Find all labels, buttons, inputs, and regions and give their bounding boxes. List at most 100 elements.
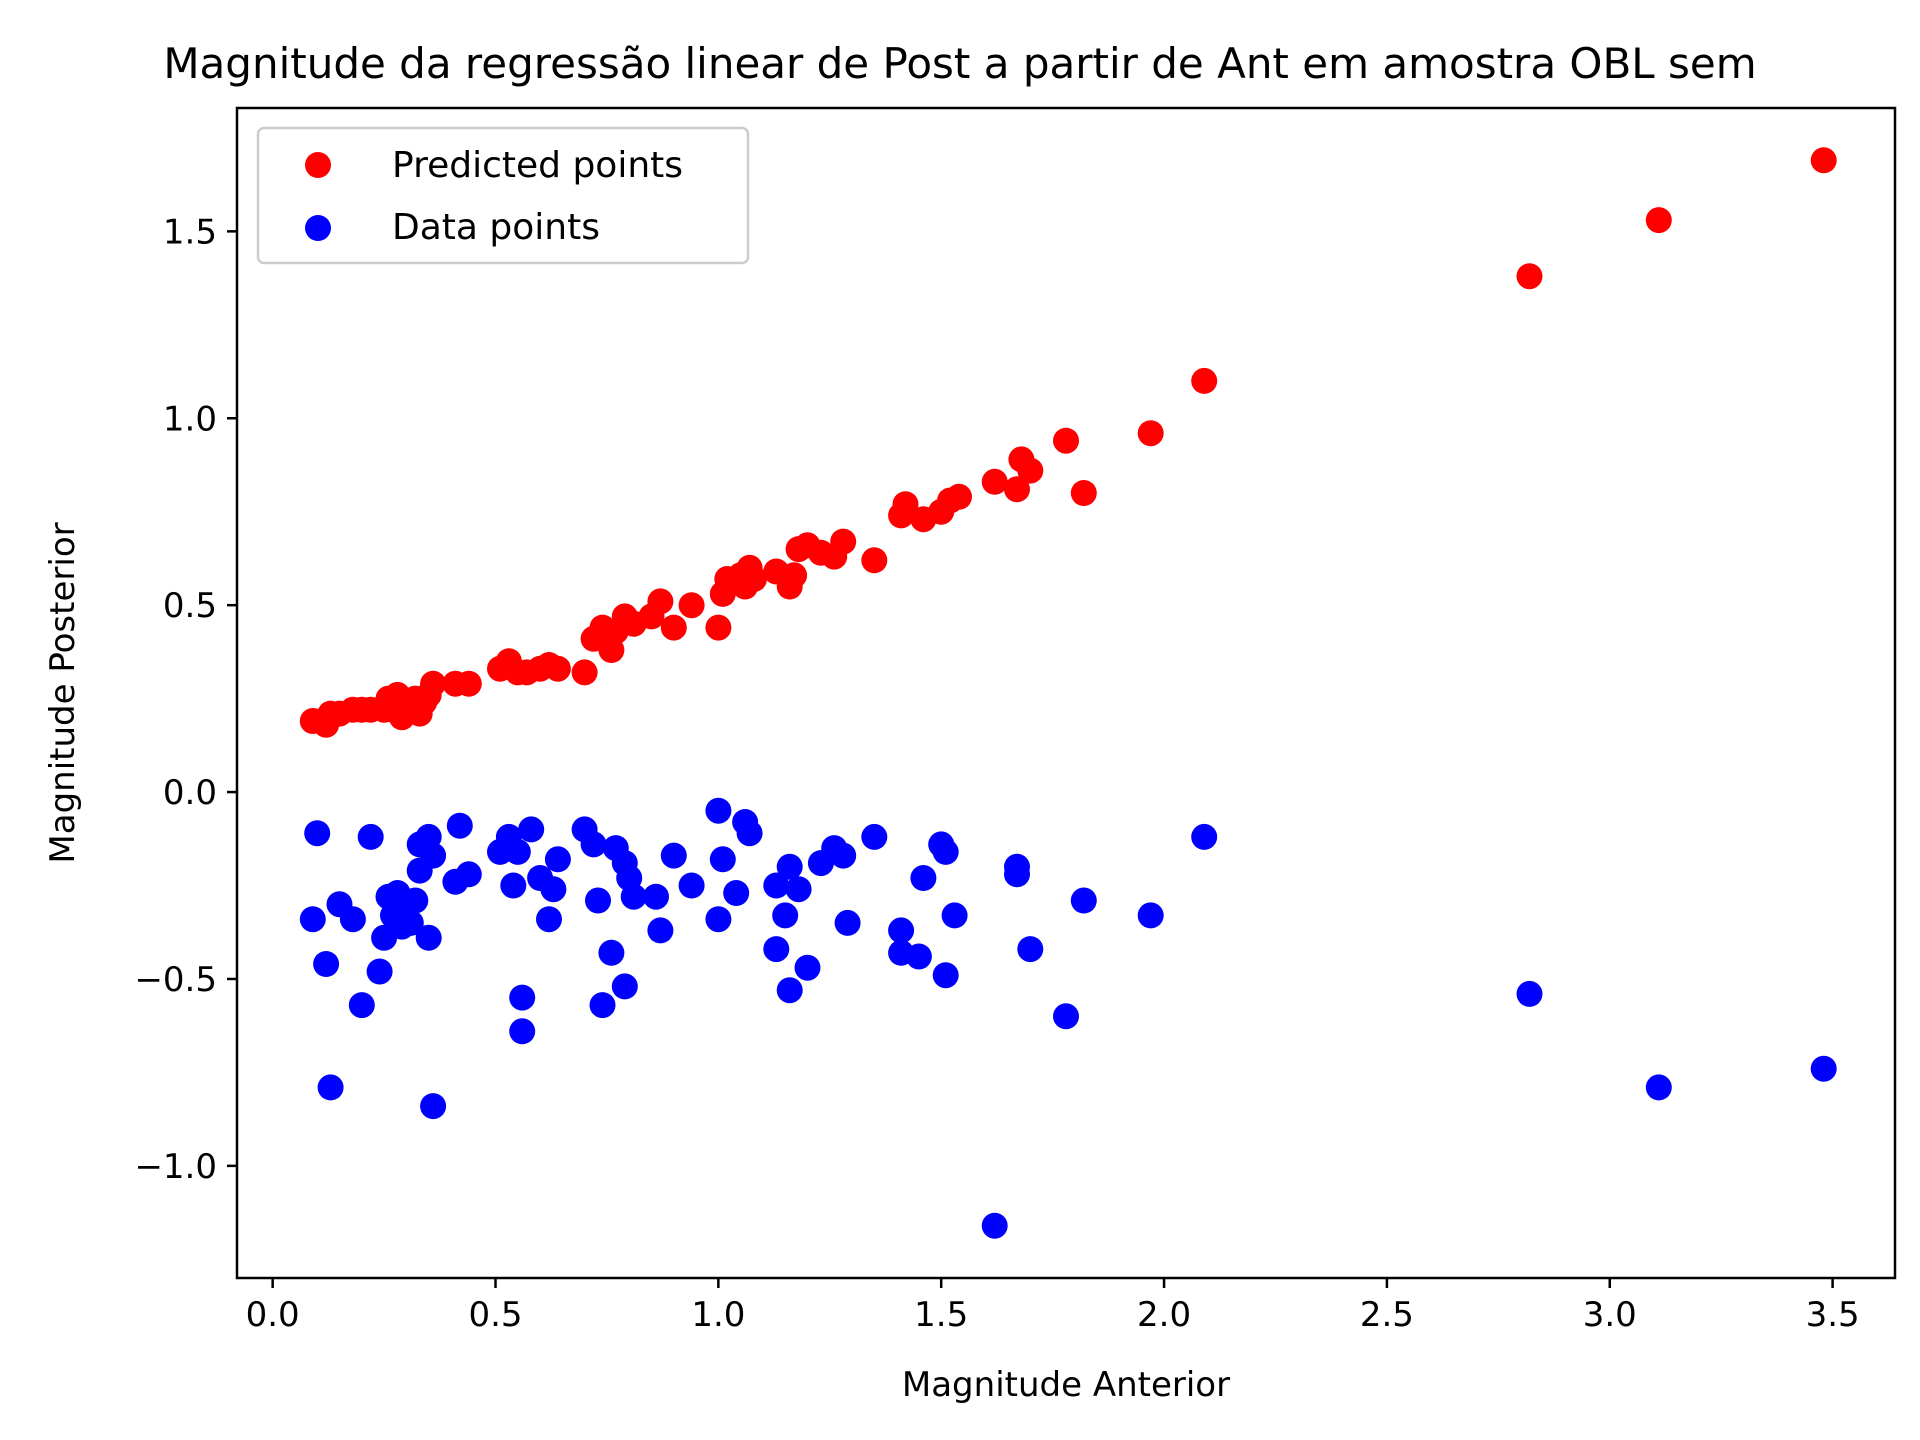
data-point-31 bbox=[509, 984, 536, 1011]
predicted-point-67 bbox=[1070, 480, 1097, 506]
legend-box bbox=[256, 126, 750, 265]
y-axis: −1.0 −0.5 0.0 0.5 1.0 1.5 bbox=[134, 212, 237, 1187]
data-point-1 bbox=[299, 906, 326, 933]
x-axis-label: Magnitude Anterior bbox=[902, 1365, 1230, 1405]
predicted-point-54 bbox=[830, 528, 857, 555]
data-point-69 bbox=[888, 917, 915, 944]
data-point-60 bbox=[776, 853, 803, 880]
data-point-38 bbox=[580, 831, 607, 858]
data-point-59 bbox=[772, 902, 799, 929]
data-point-81 bbox=[1053, 1003, 1079, 1030]
x-tick-label: 2.0 bbox=[1137, 1295, 1191, 1335]
data-point-32 bbox=[518, 816, 545, 843]
data-point-39 bbox=[585, 887, 611, 914]
predicted-point-72 bbox=[1810, 147, 1837, 174]
predicted-point-55 bbox=[861, 547, 888, 574]
data-point-62 bbox=[785, 876, 812, 903]
series-predicted-points bbox=[299, 147, 1837, 738]
x-tick-label: 1.0 bbox=[691, 1295, 745, 1335]
data-point-28 bbox=[500, 872, 527, 899]
predicted-point-39 bbox=[678, 592, 705, 619]
data-point-77 bbox=[981, 1212, 1008, 1239]
data-point-34 bbox=[536, 906, 562, 933]
data-point-47 bbox=[643, 883, 669, 910]
predicted-point-62 bbox=[981, 468, 1008, 495]
data-point-66 bbox=[830, 842, 857, 869]
legend-label-predicted: Predicted points bbox=[392, 145, 683, 186]
data-point-67 bbox=[834, 909, 861, 936]
data-point-45 bbox=[620, 883, 647, 910]
predicted-point-37 bbox=[647, 588, 674, 615]
y-tick-label: 0.0 bbox=[163, 773, 217, 813]
data-point-25 bbox=[455, 861, 482, 888]
data-point-6 bbox=[348, 992, 375, 1019]
data-point-68 bbox=[861, 823, 888, 850]
data-point-84 bbox=[1191, 823, 1218, 850]
data-point-46 bbox=[611, 973, 638, 1000]
data-point-52 bbox=[709, 846, 736, 873]
data-point-40 bbox=[589, 992, 616, 1019]
data-point-56 bbox=[736, 820, 763, 847]
data-point-0 bbox=[304, 820, 331, 847]
data-point-53 bbox=[705, 906, 732, 933]
legend: Predicted points Data points bbox=[256, 126, 750, 265]
predicted-point-38 bbox=[660, 614, 687, 641]
data-point-49 bbox=[660, 842, 687, 869]
predicted-point-57 bbox=[892, 491, 919, 518]
x-tick-label: 0.5 bbox=[468, 1295, 522, 1335]
y-tick-label: −1.0 bbox=[134, 1147, 217, 1187]
predicted-point-69 bbox=[1191, 367, 1218, 394]
data-point-41 bbox=[598, 939, 625, 966]
data-point-79 bbox=[1004, 861, 1030, 888]
data-point-23 bbox=[446, 812, 473, 839]
predicted-point-19 bbox=[420, 670, 447, 697]
data-point-17 bbox=[402, 887, 429, 914]
data-point-50 bbox=[678, 872, 705, 899]
y-tick-label: 0.5 bbox=[163, 586, 217, 626]
data-point-48 bbox=[647, 917, 674, 944]
data-point-75 bbox=[932, 962, 959, 989]
series-data-points bbox=[299, 797, 1837, 1239]
data-point-2 bbox=[313, 951, 340, 977]
data-point-86 bbox=[1645, 1074, 1672, 1101]
predicted-point-66 bbox=[1053, 427, 1079, 454]
data-point-36 bbox=[544, 846, 571, 873]
predicted-point-21 bbox=[455, 670, 482, 697]
plot-area bbox=[235, 106, 1897, 1280]
data-point-61 bbox=[776, 977, 803, 1004]
data-point-54 bbox=[723, 880, 750, 906]
x-tick-label: 1.5 bbox=[914, 1295, 968, 1335]
x-tick-label: 3.5 bbox=[1806, 1295, 1860, 1335]
data-point-51 bbox=[705, 797, 732, 824]
x-axis: 0.0 0.5 1.0 1.5 2.0 2.5 3.0 3.5 bbox=[246, 1278, 1860, 1335]
x-tick-label: 2.5 bbox=[1360, 1295, 1414, 1335]
data-point-82 bbox=[1070, 887, 1097, 914]
y-tick-label: 1.0 bbox=[163, 399, 217, 439]
data-point-83 bbox=[1137, 902, 1164, 929]
predicted-point-29 bbox=[571, 659, 598, 686]
data-point-72 bbox=[910, 865, 937, 891]
predicted-point-65 bbox=[1017, 457, 1044, 484]
data-point-58 bbox=[763, 936, 790, 963]
data-point-57 bbox=[763, 872, 790, 899]
legend-marker-data bbox=[305, 215, 331, 241]
data-point-3 bbox=[317, 1074, 344, 1101]
data-point-8 bbox=[366, 958, 393, 985]
data-point-87 bbox=[1810, 1055, 1837, 1082]
data-point-74 bbox=[932, 838, 959, 865]
data-point-63 bbox=[794, 954, 821, 981]
predicted-point-61 bbox=[946, 483, 972, 510]
data-point-29 bbox=[504, 838, 531, 865]
predicted-point-71 bbox=[1645, 207, 1672, 234]
data-point-15 bbox=[397, 909, 424, 936]
predicted-point-63 bbox=[1004, 476, 1030, 503]
predicted-point-68 bbox=[1137, 420, 1164, 447]
predicted-point-46 bbox=[741, 566, 767, 592]
predicted-point-40 bbox=[705, 614, 732, 641]
data-point-71 bbox=[905, 943, 932, 970]
y-tick-label: −0.5 bbox=[134, 960, 217, 1000]
y-tick-label: 1.5 bbox=[163, 212, 217, 252]
plot-frame bbox=[235, 106, 1897, 1280]
data-point-76 bbox=[941, 902, 968, 929]
